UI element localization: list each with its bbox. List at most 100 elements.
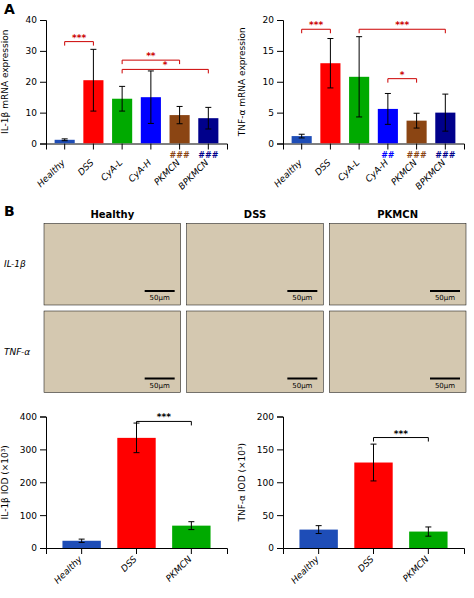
error-cap [385,93,391,94]
tick-label: Healthy [35,157,67,189]
axis-line [284,549,465,555]
hash-mark: ### [407,151,427,160]
y-axis: 050100150200 [257,412,284,554]
error-cap [188,521,194,522]
image-panel [187,224,324,306]
image-grid: HealthyDSSPKMCNIL-1β50μm50μm50μmTNF-α50μ… [4,209,466,393]
tick-mark [277,20,283,21]
error-cap [134,452,140,453]
tick-mark [373,548,374,554]
scale-bar [287,290,317,292]
tick-label: 10 [263,77,275,87]
x-tick: Healthy [35,144,67,190]
tick-mark [277,449,283,450]
error-line [445,94,446,131]
error-cap [119,86,125,87]
image-panel [329,224,466,306]
y-tick: 150 [257,445,283,455]
error-line [387,93,388,124]
y-tick: 10 [263,77,283,87]
tick-mark [136,548,137,554]
scale-bar-label: 50μm [292,382,312,390]
tick-label: 100 [20,511,37,521]
tick-label: BPKMCN [176,157,210,191]
error-cap [356,116,362,117]
tick-mark [301,144,302,150]
x-tick: CyA-H [126,144,153,185]
y-tick: 5 [268,108,283,118]
tick-label: CyA-L [336,157,361,182]
significance-label: *** [394,429,408,439]
tick-mark [277,515,283,516]
error-cap [414,128,420,129]
tick-mark [40,417,46,418]
tick-label: Healthy [52,554,84,586]
figure: 010203040HealthyDSSCyA-LCyA-HPKMCNBPKMCN… [0,0,474,598]
error-cap [79,539,85,540]
error-cap [119,111,125,112]
significance-label: ** [146,51,156,61]
axis-line [47,144,228,150]
error-bar [299,134,305,138]
error-line [179,106,180,123]
x-axis: HealthyDSSPKMCN [284,548,465,586]
error-bar [385,93,391,124]
error-cap [177,123,183,124]
error-line [359,37,360,117]
tick-label: 15 [263,46,274,56]
tick-mark [277,417,283,418]
significance-label: *** [309,20,323,30]
x-tick: DSS [356,548,376,574]
error-line [208,107,209,129]
error-line [191,522,192,530]
error-cap [90,49,96,50]
y-tick: 20 [26,77,46,87]
error-bar [90,49,96,111]
y-tick: 20 [263,15,283,25]
error-bar [371,444,377,481]
bar [117,438,155,548]
error-cap [148,123,154,124]
y-tick: 300 [20,445,46,455]
error-cap [79,542,85,543]
error-cap [327,87,333,88]
tick-mark [318,548,319,554]
error-cap [316,525,322,526]
tick-mark [277,482,283,483]
error-bar [79,539,85,542]
tick-label: 0 [268,139,274,149]
y-axis-title: TNF-α mRNA expression [237,27,247,137]
error-bar [177,106,183,123]
tick-label: 100 [257,478,274,488]
tick-label: Healthy [272,157,304,189]
error-cap [90,111,96,112]
axis-line [277,417,284,549]
error-cap [177,106,183,107]
hash-mark: ### [198,151,218,160]
tick-mark [277,113,283,114]
y-axis: 010203040 [26,15,47,149]
x-tick: CyA-L [99,144,124,183]
image-panel [187,311,324,393]
tick-label: 300 [20,445,37,455]
tick-mark [445,144,446,150]
error-cap [425,536,431,537]
error-line [428,527,429,536]
error-cap [299,137,305,138]
tick-mark [93,144,94,150]
x-axis: HealthyDSSCyA-LCyA-HPKMCNBPKMCN [272,144,464,192]
x-tick: PKMCN [164,548,194,584]
y-tick: 10 [26,108,46,118]
tick-label: DSS [356,554,376,574]
x-axis: HealthyDSSPKMCN [47,548,228,586]
image-panel [44,311,181,393]
tick-label: BPKMCN [413,157,447,191]
hash-mark: ## [381,151,395,160]
tick-label: 150 [257,445,274,455]
scale-bar [145,378,175,380]
error-cap [188,529,194,530]
tick-label: 5 [268,108,274,118]
tick-mark [150,144,151,150]
column-header: Healthy [90,209,134,220]
y-tick: 15 [263,46,283,56]
